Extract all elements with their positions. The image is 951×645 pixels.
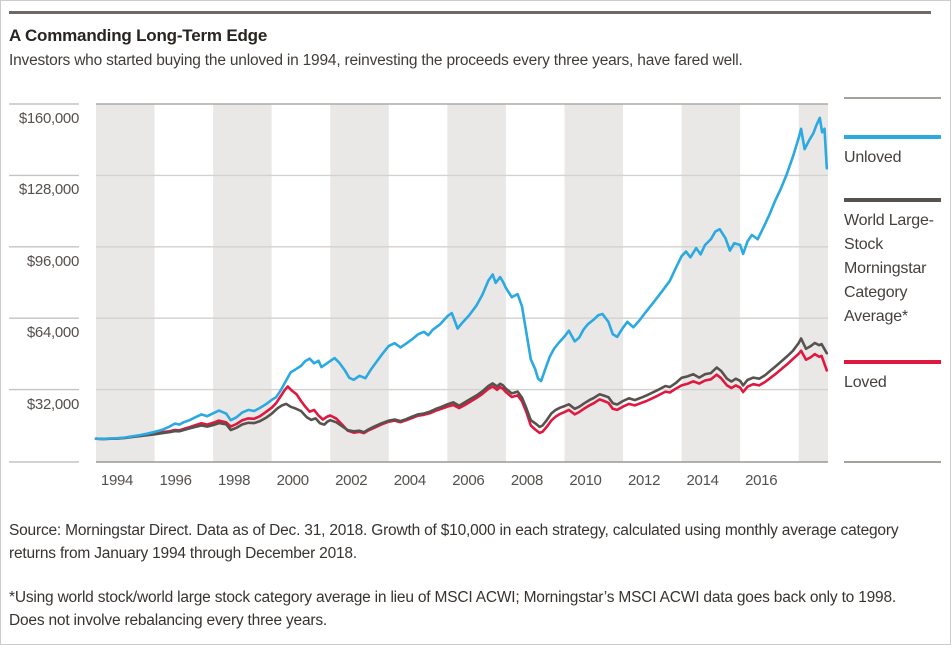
world-average-line-swatch: [844, 198, 941, 202]
alt-year-band: [96, 104, 155, 462]
series-line-loved: [94, 349, 829, 441]
growth-line-chart: [9, 103, 829, 463]
legend-item-world-average: World Large-Stock Morningstar Category A…: [844, 198, 941, 329]
x-axis-label: 2014: [686, 472, 719, 489]
source-note: Source: Morningstar Direct. Data as of D…: [9, 522, 899, 562]
x-axis-label: 2008: [510, 472, 543, 489]
x-axis-label: 2010: [569, 472, 602, 489]
page-subtitle: Investors who started buying the unloved…: [9, 52, 743, 69]
x-axis-label: 1998: [218, 472, 251, 489]
x-axis-label: 1994: [100, 472, 134, 489]
legend-bottom-rule: [844, 461, 941, 463]
y-axis-label: $64,000: [26, 324, 79, 342]
legend-item-loved: Loved: [844, 360, 941, 395]
unloved-line-swatch: [844, 135, 941, 139]
footnote: *Using world stock/world large stock cat…: [9, 589, 897, 629]
legend-label-world-average: World Large-Stock Morningstar Category A…: [844, 212, 934, 325]
top-divider-rule: [9, 11, 931, 14]
x-axis-label: 2000: [276, 472, 309, 489]
legend-item-unloved: Unloved: [844, 135, 941, 170]
series-line-unloved: [94, 116, 829, 441]
alt-year-band: [213, 104, 272, 462]
x-axis-label: 1996: [159, 472, 192, 489]
alt-year-band: [798, 104, 828, 462]
x-axis-label: 2016: [745, 472, 778, 489]
y-axis-label: $160,000: [18, 110, 79, 127]
page-title: A Commanding Long-Term Edge: [9, 26, 268, 45]
series-line-world_avg: [94, 337, 829, 441]
y-axis-label: $96,000: [26, 252, 79, 270]
x-axis-label: 2006: [452, 472, 485, 489]
legend-label-unloved: Unloved: [844, 149, 902, 166]
x-axis-label: 2002: [335, 472, 368, 489]
legend-label-loved: Loved: [844, 374, 887, 391]
y-axis-label: $32,000: [26, 395, 79, 413]
x-axis-label: 2012: [627, 472, 661, 489]
alt-year-band: [681, 104, 741, 462]
y-axis-label: $128,000: [18, 181, 79, 199]
loved-line-swatch: [844, 360, 941, 364]
legend-top-rule: [844, 97, 941, 99]
x-axis-label: 2004: [393, 472, 426, 489]
alt-year-band: [330, 104, 389, 462]
